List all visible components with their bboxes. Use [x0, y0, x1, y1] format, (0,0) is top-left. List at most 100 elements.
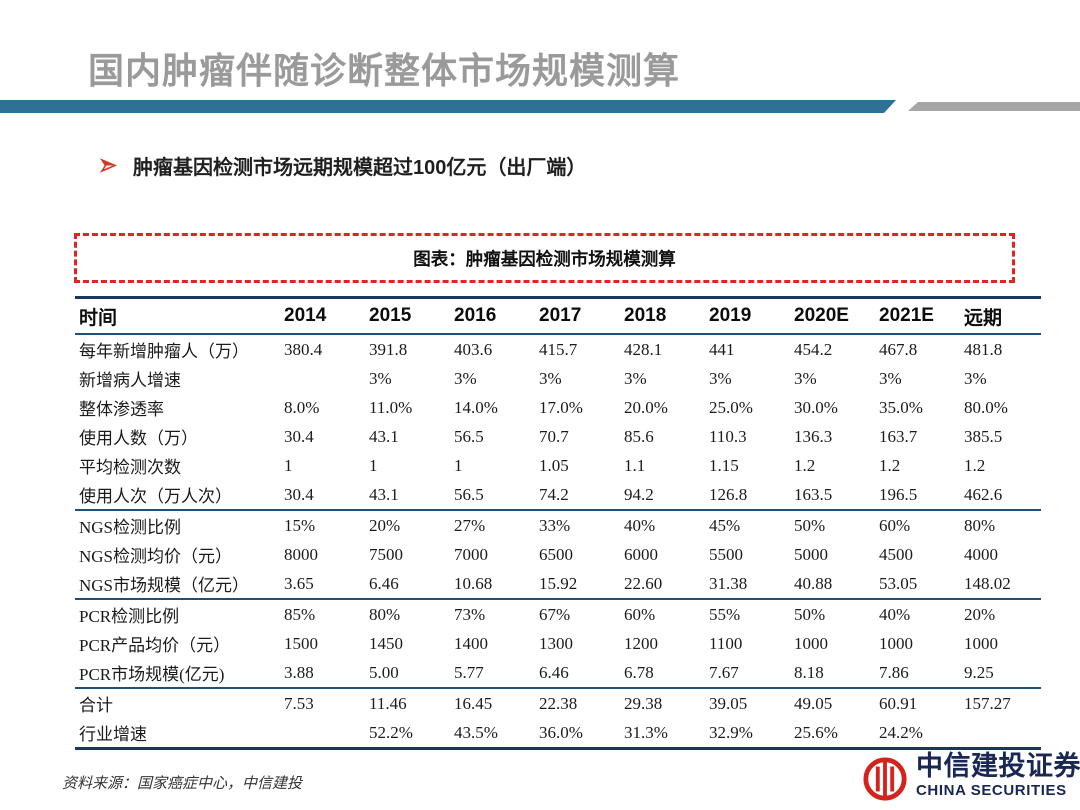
cell-value: 11.0%	[369, 397, 413, 417]
cell-value: 15%	[284, 515, 316, 535]
cell-value: 462.6	[964, 480, 1041, 511]
cell-value: 50%	[794, 515, 826, 535]
cell-value: 73%	[454, 604, 486, 624]
cell-value: 40%	[624, 515, 656, 535]
chart-caption-box: 图表：肿瘤基因检测市场规模测算	[74, 233, 1015, 283]
cell-value: 15.92	[539, 569, 624, 600]
row-label: 每年新增肿瘤人（万）	[79, 342, 249, 361]
table-body: 每年新增肿瘤人（万） 380.4 391.8 403.6 415.7 428.1 441 45…	[75, 334, 1041, 749]
page-title: 国内肿瘤伴随诊断整体市场规模测算	[88, 50, 681, 91]
logo-text: 中信建投证券 CHINA SECURITIES	[916, 753, 1080, 799]
table-row: 平均检测次数 1 1 1 1.05 1.1 1.15 1.2 1.2 1.2	[75, 451, 1041, 480]
cell-value: 36.0%	[539, 722, 583, 742]
cell-value: 30.0%	[794, 397, 838, 417]
table-row: NGS市场规模（亿元） 3.65 6.46 10.68 15.92 22.60 31.38 4…	[75, 569, 1041, 600]
table-row: NGS检测比例 15% 20% 27% 33% 40% 45% 50% 60% 80%	[75, 510, 1041, 540]
cell-value: 8.18	[794, 658, 879, 689]
cell-value: 136.3	[794, 426, 833, 446]
table-row: 合计 7.53 11.46 16.45 22.38 29.38 39.05 49.05 60.9…	[75, 688, 1041, 718]
cell-value: 25.6%	[794, 722, 838, 742]
col-header: 2015	[369, 297, 454, 335]
cell-value: 20%	[964, 604, 996, 624]
col-header: 远期	[964, 297, 1041, 335]
title-accent-bar-blue	[0, 100, 896, 113]
cell-value: 60%	[624, 604, 656, 624]
col-header: 2021E	[879, 297, 964, 335]
cell-value: 1000	[879, 633, 913, 653]
cell-value: 1	[369, 455, 378, 475]
cell-value: 45%	[709, 515, 741, 535]
cell-value: 1	[284, 455, 293, 475]
table-row: PCR检测比例 85% 80% 73% 67% 60% 55% 50% 40% 20%	[75, 599, 1041, 629]
cell-value: 6.46	[539, 658, 624, 689]
cell-value: 53.05	[879, 569, 964, 600]
col-header: 2017	[539, 297, 624, 335]
cell-value: 9.25	[964, 658, 1041, 689]
cell-value: 163.7	[879, 426, 918, 446]
cell-value: 60%	[879, 515, 911, 535]
cell-value: 43.5%	[454, 722, 498, 742]
cell-value: 1	[454, 455, 463, 475]
cell-value: 24.2%	[879, 722, 923, 742]
cell-value: 7.86	[879, 658, 964, 689]
cell-value: 30.4	[284, 480, 369, 511]
cell-value: 22.60	[624, 569, 709, 600]
table-row: PCR产品均价（元） 1500 1450 1400 1300 1200 1100 1000 10…	[75, 629, 1041, 658]
row-label: 新增病人增速	[79, 371, 181, 390]
table-row: 新增病人增速 3% 3% 3% 3% 3% 3% 3% 3%	[75, 364, 1041, 393]
row-label: NGS检测比例	[79, 518, 182, 537]
cell-value: 3%	[879, 368, 902, 388]
cell-value: 94.2	[624, 480, 709, 511]
cell-value: 29.38	[624, 693, 663, 713]
cell-value: 50%	[794, 604, 826, 624]
cell-value: 1100	[709, 633, 743, 653]
cell-value: 16.45	[454, 693, 493, 713]
cell-value: 3%	[964, 368, 987, 388]
market-size-table: 时间 2014 2015 2016 2017 2018 2019 2020E 2021E 远期 每…	[75, 296, 1041, 750]
cell-value: 60.91	[879, 693, 918, 713]
chart-caption-title: 图表：肿瘤基因检测市场规模测算	[413, 248, 676, 269]
cell-value: 6000	[624, 544, 658, 564]
cell-value: 7.53	[284, 693, 314, 713]
cell-value: 8.0%	[284, 397, 320, 417]
cell-value: 33%	[539, 515, 571, 535]
cell-value: 1.2	[794, 455, 816, 475]
cell-value: 1.1	[624, 455, 646, 475]
citic-emblem-icon	[863, 757, 907, 801]
cell-value: 196.5	[879, 480, 964, 511]
col-header: 2014	[284, 297, 369, 335]
table-header: 时间 2014 2015 2016 2017 2018 2019 2020E 2021E 远期	[75, 297, 1041, 335]
table-row: 使用人数（万） 30.4 43.1 56.5 70.7 85.6 110.3 136.3 163…	[75, 422, 1041, 451]
cell-value: 1500	[284, 633, 318, 653]
row-label: NGS市场规模（亿元）	[75, 569, 284, 600]
cell-value: 403.6	[454, 339, 493, 359]
cell-value: 6.46	[369, 569, 454, 600]
cell-value: 7.67	[709, 658, 794, 689]
col-header-label: 时间	[75, 297, 284, 335]
cell-value: 481.8	[964, 339, 1003, 359]
cell-value: 67%	[539, 604, 571, 624]
cell-value: 25.0%	[709, 397, 753, 417]
cell-value: 49.05	[794, 693, 833, 713]
cell-value: 11.46	[369, 693, 407, 713]
cell-value: 428.1	[624, 339, 663, 359]
cell-value: 126.8	[709, 480, 794, 511]
table-row: 使用人次（万人次） 30.4 43.1 56.5 74.2 94.2 126.8 163.5 1…	[75, 480, 1041, 511]
cell-value: 385.5	[964, 426, 1003, 446]
cell-value: 1.05	[539, 455, 569, 475]
cell-value: 163.5	[794, 480, 879, 511]
cell-value: 441	[709, 339, 735, 359]
table-row: 整体渗透率 8.0% 11.0% 14.0% 17.0% 20.0% 25.0% 30.0% 3…	[75, 393, 1041, 422]
cell-value: 6500	[539, 544, 573, 564]
cell-value: 31.38	[709, 569, 794, 600]
cell-value: 35.0%	[879, 397, 923, 417]
table-row: NGS检测均价（元） 8000 7500 7000 6500 6000 5500 5000 45…	[75, 540, 1041, 569]
cell-value: 1.15	[709, 455, 739, 475]
cell-value: 22.38	[539, 693, 578, 713]
cell-value: 74.2	[539, 480, 624, 511]
cell-value: 40.88	[794, 569, 879, 600]
cell-value: 157.27	[964, 693, 1011, 713]
cell-value: 40%	[879, 604, 911, 624]
cell-value: 3%	[369, 368, 392, 388]
